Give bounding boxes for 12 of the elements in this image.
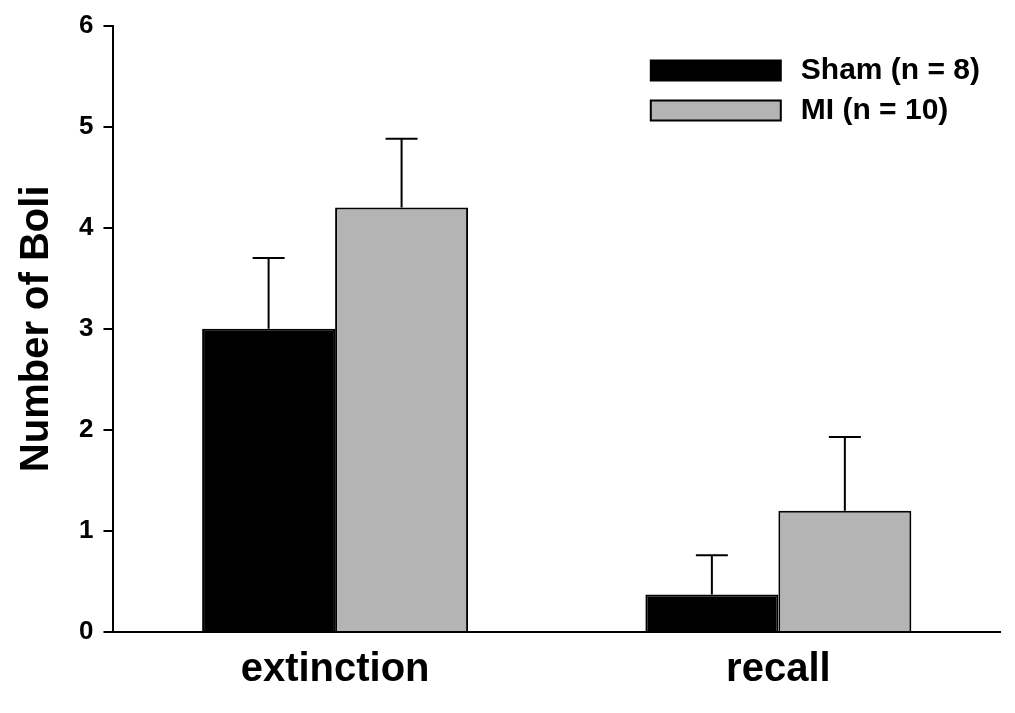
y-axis-title: Number of Boli: [12, 185, 57, 473]
legend-label: Sham (n = 8): [800, 51, 981, 85]
y-tick-label: 4: [78, 210, 94, 241]
y-tick-label: 6: [78, 8, 94, 39]
y-tick-label: 0: [78, 615, 94, 646]
y-tick-label: 1: [78, 514, 94, 545]
y-tick-label: 5: [78, 109, 94, 140]
legend-label: MI (n = 10): [800, 91, 949, 125]
x-tick-label: recall: [726, 645, 831, 690]
y-tick-label: 2: [78, 413, 94, 444]
y-tick-label: 3: [78, 311, 94, 342]
x-tick-label: extinction: [240, 645, 430, 690]
